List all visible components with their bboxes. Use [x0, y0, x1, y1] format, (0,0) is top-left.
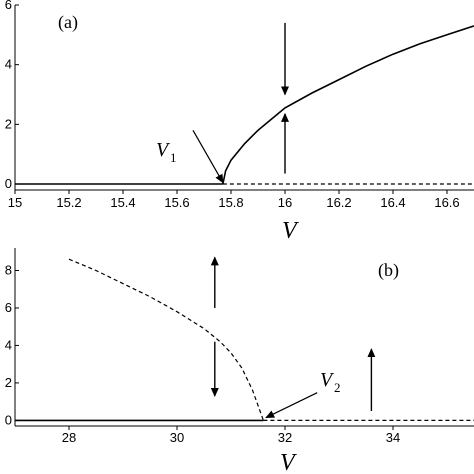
annotation-arrow: [192, 130, 224, 184]
y-tick-label: 2: [5, 375, 12, 390]
x-tick-label: 16.4: [380, 195, 405, 210]
x-tick-label: 15: [8, 195, 22, 210]
panel-a-xlabel: V: [282, 218, 299, 244]
x-tick-label: 28: [62, 430, 76, 445]
x-tick-label: 15.6: [164, 195, 189, 210]
panel-b-label: (b): [378, 260, 399, 281]
y-tick-label: 4: [5, 337, 12, 352]
panel-a-v1-label: V: [156, 139, 171, 161]
panel-a-label: (a): [58, 12, 78, 33]
x-tick-label: 30: [170, 430, 184, 445]
x-tick-label: 32: [278, 430, 292, 445]
panel-b-v2-annotation: V 2: [320, 369, 341, 395]
x-tick-label: 16: [278, 195, 292, 210]
y-tick-label: 8: [5, 262, 12, 277]
x-tick-label: 16.6: [434, 195, 459, 210]
x-tick-label: 15.2: [56, 195, 81, 210]
panel-b-xlabel: V: [280, 450, 297, 474]
panel-b: (b) V V 2 28 30 32 34 0 2 4 6 8: [5, 248, 474, 474]
panel-b-v2-label: V: [320, 369, 335, 391]
panel-b-v2-subscript: 2: [334, 380, 341, 395]
panel-a-v1-subscript: 1: [170, 150, 177, 165]
panel-a-v1-annotation: V 1: [156, 139, 177, 165]
y-tick-label: 0: [5, 412, 12, 427]
y-tick-label: 4: [5, 57, 12, 72]
x-tick-label: 34: [386, 430, 400, 445]
y-tick-label: 6: [5, 300, 12, 315]
series-line-3: [222, 25, 474, 185]
x-tick-label: 15.8: [218, 195, 243, 210]
x-tick-label: 16.2: [326, 195, 351, 210]
panel-a: (a) V V 1 15 15.2 15.4 15.6 15.8 16 16.2 16.4 16…: [5, 0, 474, 244]
annotation-arrow: [265, 392, 318, 419]
series-line-3: [68, 258, 264, 421]
y-tick-label: 6: [5, 0, 12, 12]
y-tick-label: 0: [5, 176, 12, 191]
x-tick-label: 15.4: [110, 195, 135, 210]
y-tick-label: 2: [5, 116, 12, 131]
